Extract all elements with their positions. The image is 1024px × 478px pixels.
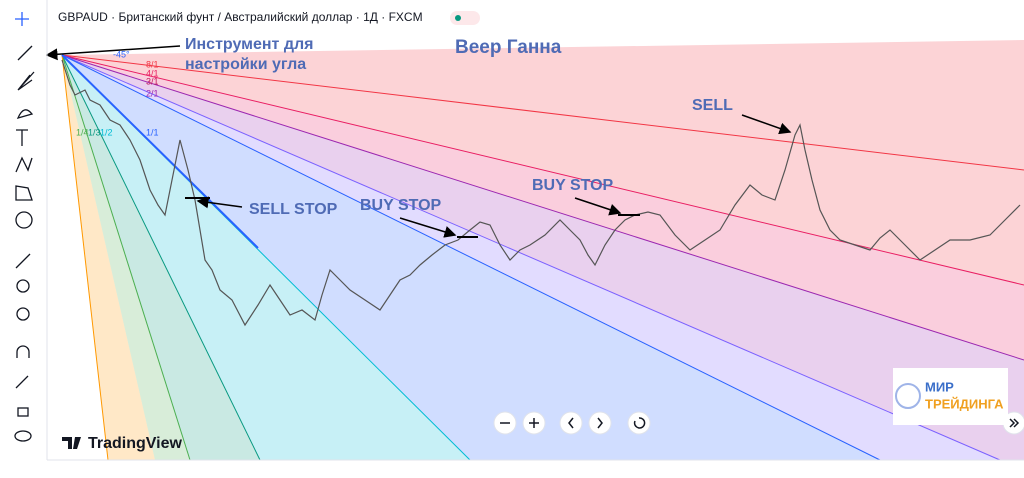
arrow: [741, 114, 792, 135]
fan-line: [61, 54, 191, 461]
zoom-controls: [493, 411, 1024, 435]
tool-lock[interactable]: [17, 407, 29, 417]
control-glyphs: [500, 417, 1020, 429]
annotation: SELL STOP: [249, 201, 338, 218]
tool-fan[interactable]: [17, 71, 35, 91]
annotation: Инструмент для: [185, 36, 313, 53]
tool-cross[interactable]: [15, 12, 29, 26]
fan-line: [61, 54, 109, 461]
arrow: [45, 45, 181, 61]
toolbar-icons: [14, 12, 35, 442]
arrows: [45, 45, 792, 238]
tool-emoji[interactable]: [15, 211, 33, 229]
fan-zone: [62, 40, 1024, 170]
arrow: [399, 217, 457, 238]
tool-line[interactable]: [17, 45, 33, 61]
tool-zoom-in[interactable]: [16, 279, 30, 293]
arrow: [574, 197, 622, 216]
glyph: [500, 417, 603, 429]
glyph: [1009, 418, 1020, 428]
watermark: МИР: [925, 379, 954, 394]
fan-lines: [61, 54, 1024, 461]
fan-level: 8/1: [146, 59, 159, 69]
fan-level: 3/1: [146, 76, 159, 86]
tool-eye[interactable]: [14, 430, 32, 442]
angle-handle: [61, 54, 259, 249]
fan-line: [61, 54, 881, 461]
tool-shape[interactable]: [15, 185, 33, 201]
arrow: [196, 196, 243, 209]
fan-line: [61, 54, 1001, 461]
watermark: ТРЕЙДИНГА: [925, 396, 1004, 411]
annotation: SELL: [692, 97, 733, 114]
fan-level: 1/2: [100, 127, 113, 137]
fan-level: 4/1: [146, 68, 159, 78]
fan-line: [61, 54, 1024, 361]
fan-level: 2/1: [146, 88, 159, 98]
symbol-header: GBPAUD · Британский фунт / Австралийский…: [58, 10, 423, 24]
status-dot: [455, 15, 461, 21]
status-badge: [450, 11, 480, 25]
fan-line: [61, 54, 261, 461]
scroll-right-btn[interactable]: [588, 411, 612, 435]
reset-btn[interactable]: [627, 411, 651, 435]
fan-line: [61, 54, 1024, 171]
annotation: BUY STOP: [360, 197, 442, 214]
tool-brush[interactable]: [16, 109, 34, 120]
annotation: настройки угла: [185, 56, 306, 73]
tool-lock-draw[interactable]: [15, 375, 29, 389]
price-candles: [61, 59, 1021, 327]
watermark-icon: [895, 383, 921, 409]
glyph: [633, 417, 646, 429]
tool-zoom-out[interactable]: [16, 307, 30, 321]
fan-level: 1/1: [146, 127, 159, 137]
fan-line: [61, 54, 1024, 286]
fan-level: 1/4: [76, 127, 89, 137]
tv-logo-icon: [62, 437, 81, 449]
annotation: BUY STOP: [532, 177, 614, 194]
angle-label: -45°: [113, 49, 130, 59]
tool-ruler[interactable]: [15, 253, 31, 269]
watermark-box: [893, 368, 1008, 425]
tool-magnet[interactable]: [16, 345, 30, 358]
toolbar: [0, 0, 46, 473]
scroll-left-btn[interactable]: [559, 411, 583, 435]
fan-zone: [62, 55, 1024, 460]
fan-zone: [62, 55, 155, 460]
tv-logo: TradingView: [88, 435, 183, 452]
tool-text[interactable]: [16, 129, 28, 146]
tool-pattern[interactable]: [15, 156, 33, 173]
annotation-title: Веер Ганна: [455, 37, 562, 58]
fan-level: 1/3: [88, 127, 101, 137]
